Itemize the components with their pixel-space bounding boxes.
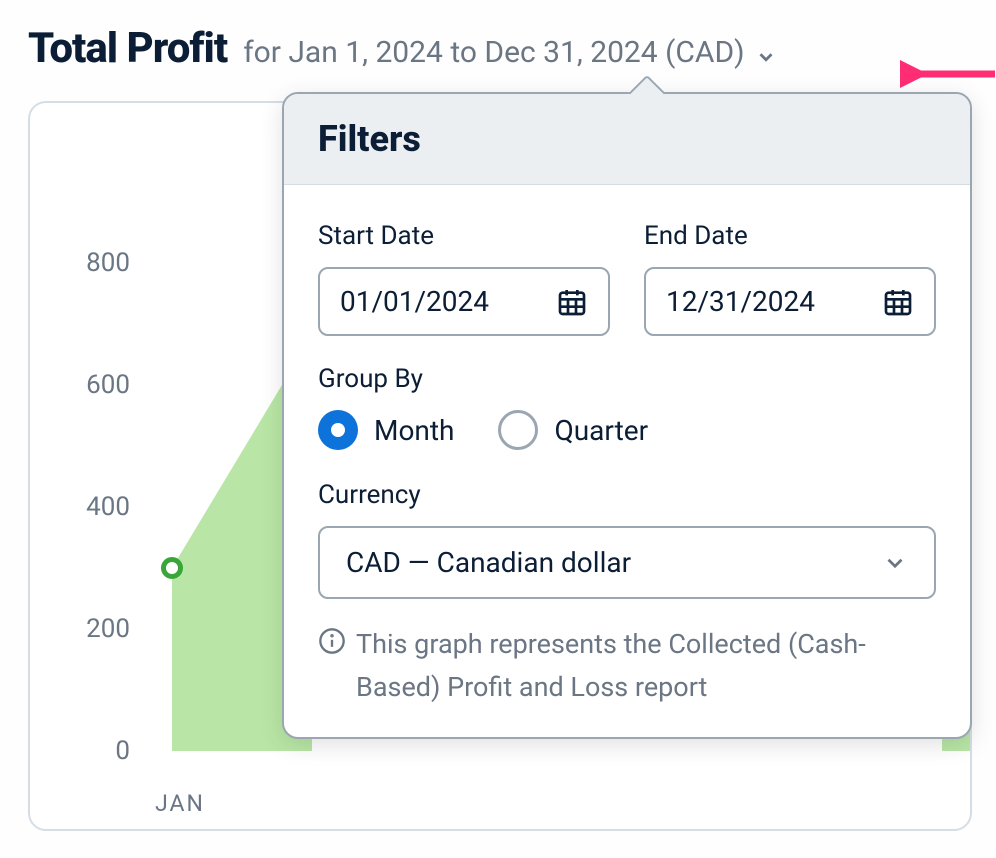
calendar-icon <box>556 286 588 318</box>
currency-field: Currency CAD — Canadian dollar <box>318 480 936 599</box>
info-icon <box>318 627 346 655</box>
page-title: Total Profit <box>28 24 227 73</box>
chevron-down-icon <box>755 46 777 68</box>
y-tick-0: 0 <box>70 736 130 766</box>
chevron-down-icon <box>882 550 908 576</box>
chart-data-marker[interactable] <box>161 557 183 579</box>
start-date-label: Start Date <box>318 221 610 251</box>
end-date-label: End Date <box>644 221 936 251</box>
calendar-icon <box>882 286 914 318</box>
currency-value: CAD — Canadian dollar <box>346 546 631 579</box>
y-tick-400: 400 <box>70 492 130 522</box>
date-range-label: for Jan 1, 2024 to Dec 31, 2024 (CAD) <box>243 35 744 70</box>
group-by-field: Group By Month Quarter <box>318 364 936 450</box>
filters-popover: Filters Start Date 01/01/2024 End Date 1… <box>282 92 972 739</box>
start-date-field: Start Date 01/01/2024 <box>318 221 610 336</box>
radio-selected-icon <box>318 410 358 450</box>
group-by-label: Group By <box>318 364 936 394</box>
radio-unselected-icon <box>498 410 538 450</box>
radio-label-month: Month <box>374 414 454 447</box>
currency-label: Currency <box>318 480 936 510</box>
end-date-input[interactable]: 12/31/2024 <box>644 267 936 336</box>
start-date-value: 01/01/2024 <box>340 285 489 318</box>
annotation-arrow-icon <box>900 54 996 94</box>
y-tick-800: 800 <box>70 248 130 278</box>
info-note: This graph represents the Collected (Cas… <box>318 623 936 709</box>
page-header: Total Profit for Jan 1, 2024 to Dec 31, … <box>28 24 972 73</box>
popover-header: Filters <box>284 94 970 185</box>
end-date-value: 12/31/2024 <box>666 285 815 318</box>
group-by-quarter-option[interactable]: Quarter <box>498 410 648 450</box>
radio-label-quarter: Quarter <box>554 414 648 447</box>
group-by-month-option[interactable]: Month <box>318 410 454 450</box>
popover-body: Start Date 01/01/2024 End Date 12/31/202… <box>284 185 970 737</box>
x-tick-jan: JAN <box>155 790 205 817</box>
popover-title: Filters <box>318 118 936 160</box>
start-date-input[interactable]: 01/01/2024 <box>318 267 610 336</box>
y-tick-200: 200 <box>70 614 130 644</box>
end-date-field: End Date 12/31/2024 <box>644 221 936 336</box>
date-range-dropdown-trigger[interactable]: for Jan 1, 2024 to Dec 31, 2024 (CAD) <box>243 35 776 70</box>
currency-select[interactable]: CAD — Canadian dollar <box>318 526 936 599</box>
y-tick-600: 600 <box>70 370 130 400</box>
info-text: This graph represents the Collected (Cas… <box>356 623 936 709</box>
